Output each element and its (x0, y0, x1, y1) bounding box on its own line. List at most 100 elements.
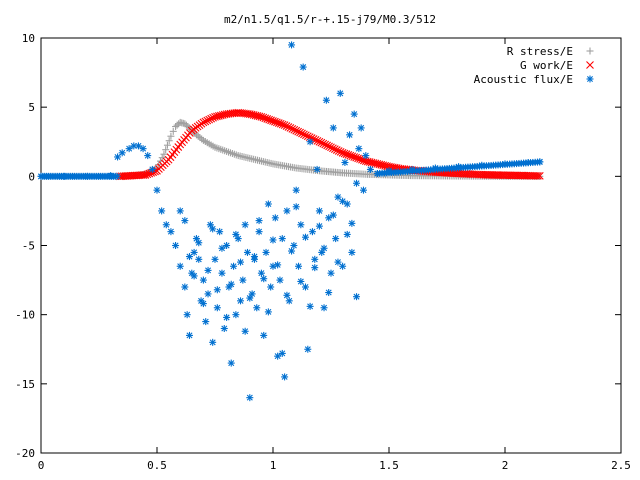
series-2-point (297, 277, 305, 285)
series-2-point (362, 152, 370, 160)
series-1-point (301, 131, 310, 140)
series-2-point (153, 186, 161, 194)
series-2-point (269, 236, 277, 244)
series-2-point (278, 235, 286, 243)
series-1-point (327, 143, 335, 152)
series-2-point (211, 255, 219, 263)
legend-label-2: Acoustic flux/E (474, 73, 573, 86)
series-1-point (336, 148, 345, 156)
series-2-point (292, 203, 300, 211)
y-tick-label: -5 (22, 240, 35, 253)
series-2-point (209, 338, 217, 346)
series-2-point (223, 313, 231, 321)
series-2-point (262, 248, 270, 256)
series-0-point (198, 135, 206, 143)
series-2-point (264, 308, 272, 316)
series-1-point (313, 136, 322, 145)
series-2-point (327, 269, 335, 277)
series-2-point (283, 291, 291, 299)
series-2-point (167, 228, 175, 236)
series-2-point (246, 294, 254, 302)
series-0-point (160, 150, 168, 158)
series-2-point (139, 145, 147, 153)
series-2-point (246, 394, 254, 402)
series-2-point (176, 207, 184, 215)
series-2-point (118, 149, 126, 157)
series-2-point (241, 327, 249, 335)
series-2-point (250, 253, 258, 261)
series-2-point (322, 96, 330, 104)
chart-title: m2/n1.5/q1.5/r-+.15-j79/M0.3/512 (224, 13, 436, 26)
series-2-point (260, 331, 268, 339)
series-2-point (320, 304, 328, 312)
series-1-point (296, 128, 304, 137)
series-2-point (206, 221, 214, 229)
series-1-point (288, 124, 297, 133)
series-0-point (169, 127, 177, 135)
series-2-point (301, 233, 309, 241)
series-2-point (278, 349, 286, 357)
series-2-point (185, 253, 193, 261)
series-2-point (232, 311, 240, 319)
y-tick-label: 0 (28, 170, 35, 183)
series-2-point (288, 41, 296, 49)
series-1-point (284, 123, 293, 131)
series-2-point (341, 159, 349, 166)
series-2-point (192, 235, 200, 243)
series-2-point (343, 230, 351, 238)
series-2-point (267, 283, 275, 291)
series-1-point (280, 121, 289, 130)
series-0-point (162, 146, 170, 154)
series-1-point (298, 129, 306, 138)
series-1-point (315, 137, 324, 146)
series-2-point (237, 258, 245, 266)
series-2-point (315, 207, 323, 215)
series-1-point (201, 117, 210, 126)
series-1-point (290, 125, 299, 134)
legend-marker-1 (586, 61, 594, 69)
series-2-point (253, 304, 261, 312)
series-2-point (288, 247, 296, 255)
x-tick-label: 2 (502, 459, 509, 472)
legend-marker-2 (586, 75, 594, 83)
series-2-point (339, 197, 347, 205)
series-2-point (204, 290, 212, 298)
series-2-point (185, 331, 193, 339)
y-tick-label: 5 (28, 101, 35, 114)
series-2-point (348, 248, 356, 256)
series-2-point (218, 269, 226, 277)
series-1-point (205, 115, 214, 124)
series-1 (115, 108, 544, 181)
series-1-point (317, 138, 326, 147)
series-2-point (260, 275, 268, 283)
series-2-point (306, 302, 314, 310)
y-tick-label: 10 (22, 32, 35, 45)
series-2-point (285, 297, 293, 305)
series-2-point (232, 230, 240, 238)
series-2-point (220, 325, 228, 332)
series-2-point (237, 297, 245, 305)
series-2-point (295, 262, 303, 270)
series-0-point (163, 141, 171, 149)
series-2-point (536, 158, 544, 166)
series-1-point (535, 172, 544, 180)
series-2-point (255, 228, 263, 236)
series-2-point (199, 300, 207, 308)
series-1-point (334, 147, 343, 155)
series-1-point (292, 126, 301, 135)
series-2-point (195, 239, 203, 247)
series-2-point (332, 235, 340, 243)
series-layer (37, 41, 544, 402)
series-2-point (213, 304, 221, 312)
series-1-point (321, 140, 330, 149)
series-1-point (294, 127, 303, 136)
series-2-point (176, 262, 184, 270)
series-2-point (148, 165, 156, 173)
series-2-point (334, 258, 342, 266)
series-2-point (257, 269, 265, 277)
series-2-point (292, 186, 300, 194)
x-tick-label: 1.5 (379, 459, 399, 472)
y-tick-label: -20 (15, 447, 35, 460)
